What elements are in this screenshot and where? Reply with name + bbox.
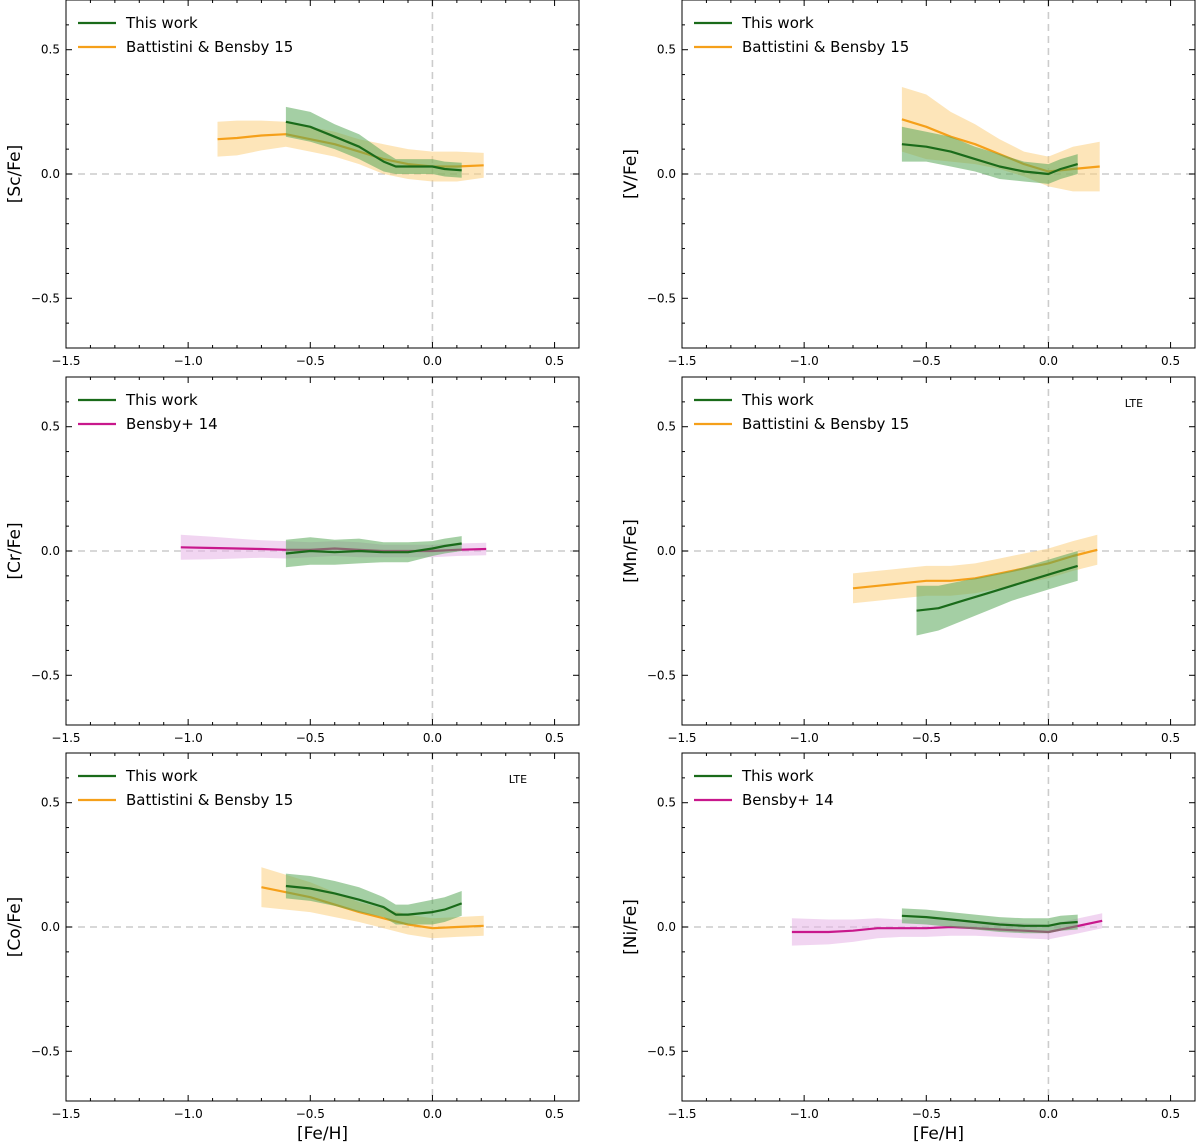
series-this_work-uncertainty-band bbox=[901, 126, 1078, 184]
chart-panel-2: −1.5 −1.0 −0.5 0.0 0.5 −0.5 0.0 0.5 [V/Fe] This w… bbox=[621, 0, 1196, 368]
y-tick-label: 0.0 bbox=[657, 167, 676, 181]
chart-panel-3: −1.5 −1.0 −0.5 0.0 0.5 −0.5 0.0 0.5 [Cr/Fe] This … bbox=[5, 376, 580, 745]
x-tick-label: 0.0 bbox=[1039, 1107, 1058, 1121]
x-axis-label: [Fe/H] bbox=[297, 1124, 348, 1144]
legend-label: Battistini & Bensby 15 bbox=[742, 38, 909, 56]
legend-label: This work bbox=[741, 391, 814, 409]
y-tick-label: 0.0 bbox=[657, 544, 676, 558]
legend-label: Battistini & Bensby 15 bbox=[126, 791, 293, 809]
chart-panel-6: −1.5 −1.0 −0.5 0.0 0.5 −0.5 0.0 0.5 [Ni/Fe] [Fe/H… bbox=[621, 752, 1196, 1144]
chart-panel-5: −1.5 −1.0 −0.5 0.0 0.5 −0.5 0.0 0.5 [Co/Fe] [Fe/H… bbox=[5, 752, 580, 1144]
lte-annotation: LTE bbox=[1125, 397, 1143, 410]
legend-label: This work bbox=[125, 767, 198, 785]
y-tick-label: 0.5 bbox=[41, 796, 60, 810]
legend-label: Battistini & Bensby 15 bbox=[126, 38, 293, 56]
x-tick-label: −1.5 bbox=[667, 731, 696, 745]
y-tick-label: 0.5 bbox=[657, 43, 676, 57]
x-tick-label: −1.5 bbox=[51, 1107, 80, 1121]
legend-label: This work bbox=[741, 767, 814, 785]
series-battistini-uncertainty-band bbox=[853, 534, 1098, 604]
y-axis-label: [Cr/Fe] bbox=[5, 522, 25, 579]
chart-panel-4: −1.5 −1.0 −0.5 0.0 0.5 −0.5 0.0 0.5 [Mn/Fe] This … bbox=[621, 376, 1196, 745]
y-tick-label: 0.0 bbox=[657, 920, 676, 934]
x-tick-label: 0.0 bbox=[1039, 731, 1058, 745]
y-tick-label: 0.0 bbox=[41, 920, 60, 934]
x-tick-label: 0.5 bbox=[545, 1107, 564, 1121]
series-this_work-line bbox=[285, 884, 463, 916]
x-tick-label: −1.0 bbox=[790, 731, 819, 745]
chart-panel-1: −1.5 −1.0 −0.5 0.0 0.5 −0.5 0.0 0.5 [Sc/Fe] This … bbox=[5, 0, 580, 368]
x-tick-label: −0.5 bbox=[912, 731, 941, 745]
y-axis-label: [Mn/Fe] bbox=[621, 519, 641, 583]
x-tick-label: 0.0 bbox=[423, 731, 442, 745]
y-axis-label: [V/Fe] bbox=[621, 149, 641, 199]
x-tick-label: −1.0 bbox=[790, 1107, 819, 1121]
y-tick-label: −0.5 bbox=[647, 291, 676, 305]
y-tick-label: 0.5 bbox=[657, 796, 676, 810]
x-tick-label: −1.0 bbox=[174, 1107, 203, 1121]
y-tick-label: 0.5 bbox=[41, 420, 60, 434]
x-tick-label: 0.5 bbox=[1161, 354, 1180, 368]
lte-annotation: LTE bbox=[509, 773, 527, 786]
legend-label: Bensby+ 14 bbox=[126, 415, 218, 433]
series-this_work-uncertainty-band bbox=[285, 873, 462, 925]
x-tick-label: 0.5 bbox=[1161, 731, 1180, 745]
x-tick-label: 0.0 bbox=[423, 1107, 442, 1121]
legend-label: Battistini & Bensby 15 bbox=[742, 415, 909, 433]
x-tick-label: 0.5 bbox=[545, 354, 564, 368]
x-axis-label: [Fe/H] bbox=[913, 1124, 964, 1144]
series-bensby-uncertainty-band bbox=[791, 913, 1103, 946]
legend-label: This work bbox=[125, 391, 198, 409]
y-tick-label: −0.5 bbox=[31, 291, 60, 305]
y-tick-label: 0.5 bbox=[41, 43, 60, 57]
x-tick-label: −1.5 bbox=[51, 731, 80, 745]
y-tick-label: 0.5 bbox=[657, 420, 676, 434]
x-tick-label: −1.5 bbox=[667, 1107, 696, 1121]
y-axis-label: [Sc/Fe] bbox=[5, 145, 25, 203]
series-this_work-line bbox=[916, 564, 1079, 612]
y-tick-label: −0.5 bbox=[647, 1044, 676, 1058]
x-tick-label: −1.0 bbox=[790, 354, 819, 368]
y-axis-label: [Ni/Fe] bbox=[621, 899, 641, 955]
x-tick-label: 0.5 bbox=[545, 731, 564, 745]
y-tick-label: 0.0 bbox=[41, 167, 60, 181]
legend-label: This work bbox=[741, 14, 814, 32]
x-tick-label: −1.5 bbox=[667, 354, 696, 368]
x-tick-label: −0.5 bbox=[296, 1107, 325, 1121]
x-tick-label: −1.0 bbox=[174, 354, 203, 368]
x-tick-label: 0.5 bbox=[1161, 1107, 1180, 1121]
series-this_work-uncertainty-band bbox=[901, 908, 1078, 934]
x-tick-label: 0.0 bbox=[423, 354, 442, 368]
y-tick-label: −0.5 bbox=[647, 668, 676, 682]
x-tick-label: −0.5 bbox=[912, 1107, 941, 1121]
x-tick-label: −0.5 bbox=[296, 354, 325, 368]
y-tick-label: −0.5 bbox=[31, 1044, 60, 1058]
y-tick-label: 0.0 bbox=[41, 544, 60, 558]
x-tick-label: 0.0 bbox=[1039, 354, 1058, 368]
x-tick-label: −1.0 bbox=[174, 731, 203, 745]
series-this_work-line bbox=[285, 120, 462, 172]
series-this_work-uncertainty-band bbox=[285, 106, 462, 178]
x-tick-label: −1.5 bbox=[51, 354, 80, 368]
series-this_work-uncertainty-band bbox=[916, 551, 1078, 636]
x-tick-label: −0.5 bbox=[296, 731, 325, 745]
y-tick-label: −0.5 bbox=[31, 668, 60, 682]
legend-label: Bensby+ 14 bbox=[742, 791, 834, 809]
y-axis-label: [Co/Fe] bbox=[5, 897, 25, 958]
x-tick-label: −0.5 bbox=[912, 354, 941, 368]
legend-label: This work bbox=[125, 14, 198, 32]
